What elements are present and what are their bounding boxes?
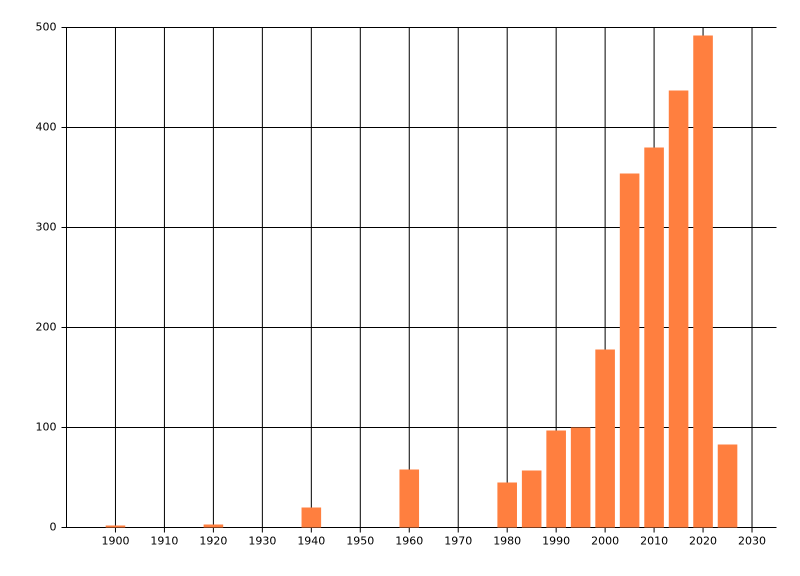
y-tick-label: 300	[36, 221, 57, 234]
x-tick-label: 2020	[689, 535, 717, 548]
x-tick-label: 2030	[738, 535, 766, 548]
bar	[619, 173, 640, 528]
x-tick-label: 1950	[346, 535, 374, 548]
bar	[301, 507, 322, 528]
bar	[668, 90, 689, 528]
x-tick-label: 1920	[199, 535, 227, 548]
y-tick-label: 100	[36, 421, 57, 434]
y-tick-label: 500	[36, 21, 57, 34]
bar	[595, 349, 615, 528]
x-tick-label: 1910	[150, 535, 178, 548]
bar	[521, 470, 542, 528]
x-tick-label: 1970	[444, 535, 472, 548]
x-tick-label: 1940	[297, 535, 325, 548]
x-tick-label: 1960	[395, 535, 423, 548]
bar	[546, 430, 566, 528]
bar	[717, 444, 738, 528]
bar	[497, 482, 517, 528]
bar	[105, 525, 126, 528]
x-tick-label: 1900	[101, 535, 129, 548]
y-tick-label: 200	[36, 321, 57, 334]
bar	[644, 147, 664, 528]
bar	[570, 427, 591, 528]
x-tick-label: 1930	[248, 535, 276, 548]
x-tick-label: 2010	[640, 535, 668, 548]
bar	[693, 35, 713, 528]
bar	[399, 469, 420, 528]
y-tick-label: 0	[50, 521, 57, 534]
x-tick-label: 1990	[542, 535, 570, 548]
bar	[203, 524, 224, 528]
y-tick-label: 400	[36, 121, 57, 134]
x-tick-label: 2000	[591, 535, 619, 548]
x-tick-label: 1980	[493, 535, 521, 548]
